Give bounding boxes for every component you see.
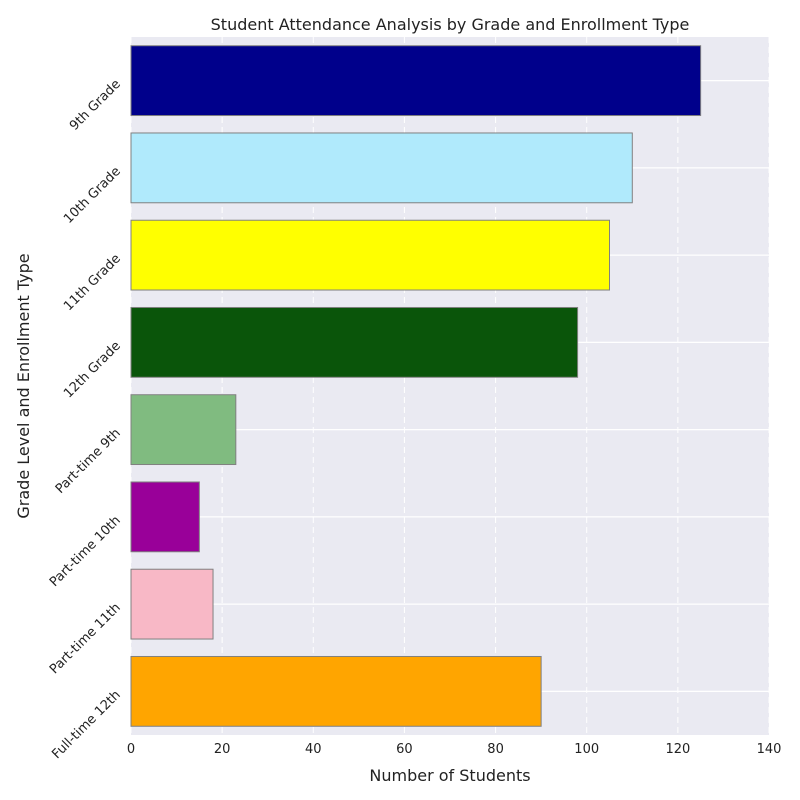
y-tick-label: 10th Grade — [61, 164, 124, 227]
bar-part-time-10th — [130, 481, 200, 553]
y-axis-ticks: 9th Grade 10th Grade 11th Grade 12th Grade P… — [47, 77, 124, 762]
x-tick-label: 100 — [574, 742, 599, 757]
y-tick-label: Full-time 12th — [49, 688, 123, 762]
x-tick-label: 60 — [396, 742, 413, 757]
bar-part-time-11th — [130, 568, 214, 640]
bar-part-time-9th — [130, 394, 237, 466]
bar-12th-grade — [130, 306, 579, 378]
x-axis-label: Number of Students — [369, 766, 530, 785]
x-axis-ticks: 0 20 40 60 80 100 120 140 — [127, 742, 782, 757]
bars — [130, 45, 702, 727]
y-tick-label: Part-time 9th — [53, 426, 124, 497]
bar-9th-grade — [130, 45, 702, 117]
x-tick-label: 120 — [665, 742, 690, 757]
y-tick-label: 11th Grade — [61, 251, 124, 314]
x-tick-label: 80 — [487, 742, 504, 757]
x-tick-label: 140 — [757, 742, 782, 757]
x-tick-label: 40 — [305, 742, 322, 757]
bar-10th-grade — [130, 132, 633, 204]
x-tick-label: 20 — [214, 742, 231, 757]
x-tick-label: 0 — [127, 742, 135, 757]
y-tick-label: Part-time 10th — [47, 513, 124, 590]
y-tick-label: 9th Grade — [67, 77, 124, 134]
bar-11th-grade — [130, 219, 610, 291]
y-axis-label: Grade Level and Enrollment Type — [14, 253, 33, 518]
chart-title: Student Attendance Analysis by Grade and… — [211, 15, 690, 34]
y-tick-label: Part-time 11th — [47, 600, 124, 677]
y-tick-label: 12th Grade — [61, 339, 124, 402]
bar-full-time-12th — [130, 655, 542, 727]
